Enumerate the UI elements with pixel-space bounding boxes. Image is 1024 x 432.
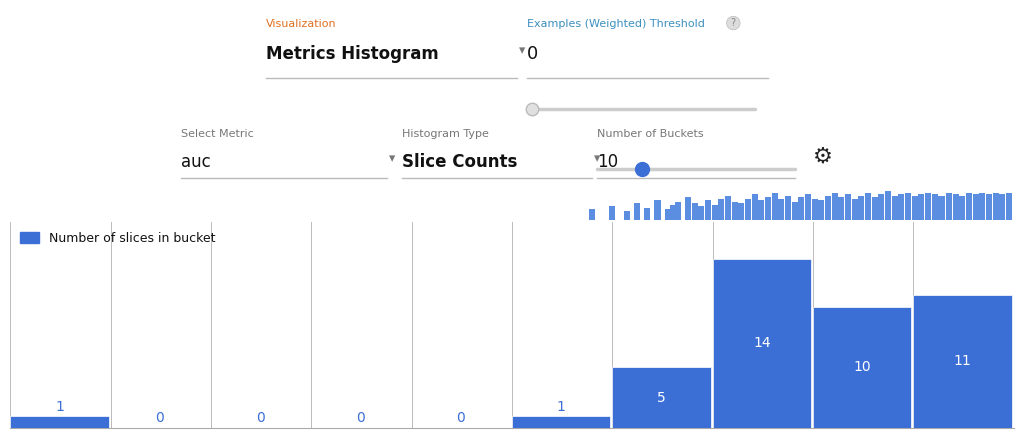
Bar <box>919 194 925 220</box>
Bar <box>625 211 631 220</box>
Text: 0: 0 <box>156 411 164 425</box>
Bar <box>998 194 1005 220</box>
Bar <box>872 197 879 220</box>
Text: ?: ? <box>731 18 736 28</box>
Bar <box>765 197 771 220</box>
Bar <box>958 196 965 220</box>
Bar <box>879 194 885 220</box>
Bar <box>926 193 932 220</box>
Text: Number of Buckets: Number of Buckets <box>597 129 703 139</box>
Text: Metrics Histogram: Metrics Histogram <box>266 44 439 63</box>
Bar <box>945 193 951 220</box>
Bar <box>670 205 676 220</box>
Text: auc: auc <box>181 152 211 171</box>
Text: Select Metric: Select Metric <box>181 129 254 139</box>
Bar <box>813 307 911 428</box>
Bar <box>812 199 818 220</box>
Bar <box>933 194 938 220</box>
Text: 0: 0 <box>256 411 264 425</box>
Text: 14: 14 <box>753 336 771 350</box>
Bar <box>697 206 703 220</box>
Bar <box>979 193 985 220</box>
Bar <box>725 196 731 220</box>
Bar <box>737 203 743 220</box>
Bar <box>912 196 919 220</box>
Bar <box>752 194 758 220</box>
Text: 0: 0 <box>457 411 465 425</box>
Bar <box>512 416 610 428</box>
Bar <box>865 193 871 220</box>
Legend: Number of slices in bucket: Number of slices in bucket <box>16 228 219 248</box>
Bar <box>691 203 697 220</box>
Bar <box>772 193 778 220</box>
Text: ▾: ▾ <box>388 152 395 165</box>
Bar <box>792 202 798 220</box>
Text: Visualization: Visualization <box>266 19 337 29</box>
Bar <box>744 199 751 220</box>
Bar <box>973 194 979 220</box>
Bar <box>986 194 991 220</box>
Bar <box>589 210 595 220</box>
Bar <box>966 193 972 220</box>
Bar <box>644 208 650 220</box>
Bar <box>858 196 864 220</box>
Bar <box>952 194 958 220</box>
Bar <box>1006 193 1012 220</box>
Text: 10: 10 <box>853 360 871 375</box>
Bar <box>905 193 911 220</box>
Bar <box>732 202 737 220</box>
Bar <box>665 210 671 220</box>
Bar <box>778 199 784 220</box>
Text: 5: 5 <box>657 391 666 404</box>
Bar <box>852 199 858 220</box>
Bar <box>785 196 791 220</box>
Bar <box>609 206 615 220</box>
Text: Examples (Weighted) Threshold: Examples (Weighted) Threshold <box>527 19 705 29</box>
Text: Histogram Type: Histogram Type <box>401 129 488 139</box>
Bar <box>898 194 904 220</box>
Text: 10: 10 <box>597 152 618 171</box>
Bar <box>758 200 764 220</box>
Text: Slice Counts: Slice Counts <box>401 152 517 171</box>
Bar <box>805 194 811 220</box>
Bar <box>886 191 891 220</box>
Bar <box>635 203 640 220</box>
Text: ▾: ▾ <box>594 152 600 165</box>
Bar <box>713 259 811 428</box>
Bar <box>825 196 831 220</box>
Bar <box>675 202 681 220</box>
Bar <box>654 200 660 220</box>
Bar <box>10 416 109 428</box>
Bar <box>818 200 824 220</box>
Text: 0: 0 <box>527 44 539 63</box>
Bar <box>833 193 838 220</box>
Bar <box>705 200 711 220</box>
Text: 0: 0 <box>356 411 365 425</box>
Bar <box>612 367 711 428</box>
Text: 1: 1 <box>557 400 565 414</box>
Text: ⚙: ⚙ <box>813 147 834 167</box>
Text: 1: 1 <box>55 400 63 414</box>
Bar <box>685 197 690 220</box>
Bar <box>892 196 898 220</box>
Bar <box>712 205 718 220</box>
Bar <box>838 197 844 220</box>
Text: 11: 11 <box>953 354 972 368</box>
Bar <box>798 197 804 220</box>
Text: ▾: ▾ <box>519 44 525 57</box>
Bar <box>992 193 998 220</box>
Bar <box>913 295 1012 428</box>
Bar <box>938 196 944 220</box>
Bar <box>845 194 851 220</box>
Bar <box>718 199 724 220</box>
